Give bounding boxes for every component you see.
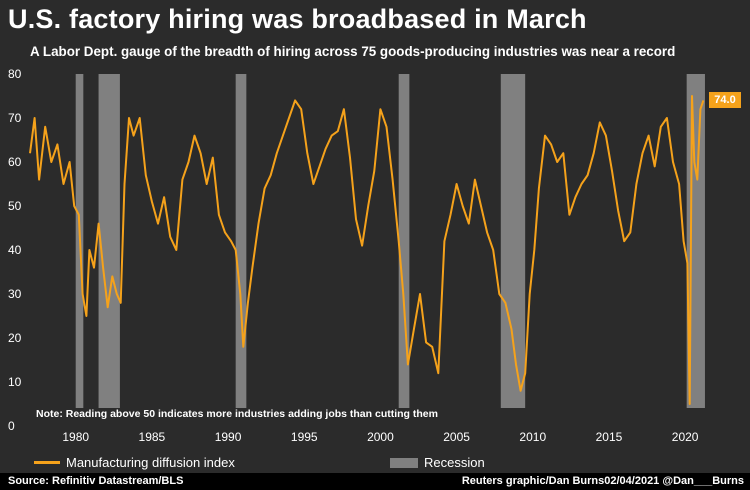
y-tick-label-0: 0 [8, 419, 15, 433]
x-tick-label-2000: 2000 [367, 430, 394, 444]
y-tick-label-70: 70 [8, 111, 22, 125]
recession-band-4 [500, 74, 526, 408]
recession-band-2 [235, 74, 247, 408]
x-tick-label-1990: 1990 [215, 430, 242, 444]
y-tick-label-60: 60 [8, 155, 22, 169]
chart-note: Note: Reading above 50 indicates more in… [36, 408, 438, 420]
legend-item-diffusion: Manufacturing diffusion index [34, 455, 235, 470]
credit-text: Reuters graphic/Dan Burns02/04/2021 @Dan… [461, 475, 744, 487]
series-line-0 [29, 95, 705, 405]
y-tick-label-80: 80 [8, 67, 22, 81]
y-axis: 0 10 20 30 40 50 60 70 80 [8, 67, 22, 433]
x-tick-label-1980: 1980 [62, 430, 89, 444]
y-tick-label-20: 20 [8, 331, 22, 345]
chart-title: U.S. factory hiring was broadbased in Ma… [8, 4, 587, 34]
legend-label-diffusion: Manufacturing diffusion index [66, 455, 235, 470]
last-value-badge: 74.0 [709, 92, 741, 108]
legend: Manufacturing diffusion index Recession [0, 455, 750, 473]
x-tick-label-1985: 1985 [139, 430, 166, 444]
legend-line-swatch [34, 461, 60, 464]
y-tick-label-10: 10 [8, 375, 22, 389]
series-layer [29, 95, 705, 405]
y-tick-label-30: 30 [8, 287, 22, 301]
chart-subtitle: A Labor Dept. gauge of the breadth of hi… [30, 44, 676, 59]
legend-label-recession: Recession [424, 455, 485, 470]
legend-recession-swatch [390, 457, 418, 468]
x-tick-label-1995: 1995 [291, 430, 318, 444]
x-axis: 1980 1985 1990 1995 2000 2005 2010 2015 2020 [62, 430, 698, 444]
y-tick-label-40: 40 [8, 243, 22, 257]
x-tick-label-2010: 2010 [519, 430, 546, 444]
recession-band-1 [98, 74, 120, 408]
recession-band-3 [398, 74, 410, 408]
footer: Source: Refinitiv Datastream/BLS Reuters… [0, 473, 750, 490]
x-tick-label-2005: 2005 [443, 430, 470, 444]
x-tick-label-2015: 2015 [596, 430, 623, 444]
legend-item-recession: Recession [390, 455, 485, 470]
recession-bands [75, 74, 705, 408]
x-tick-label-2020: 2020 [672, 430, 699, 444]
source-text: Source: Refinitiv Datastream/BLS [8, 475, 184, 487]
y-tick-label-50: 50 [8, 199, 22, 213]
